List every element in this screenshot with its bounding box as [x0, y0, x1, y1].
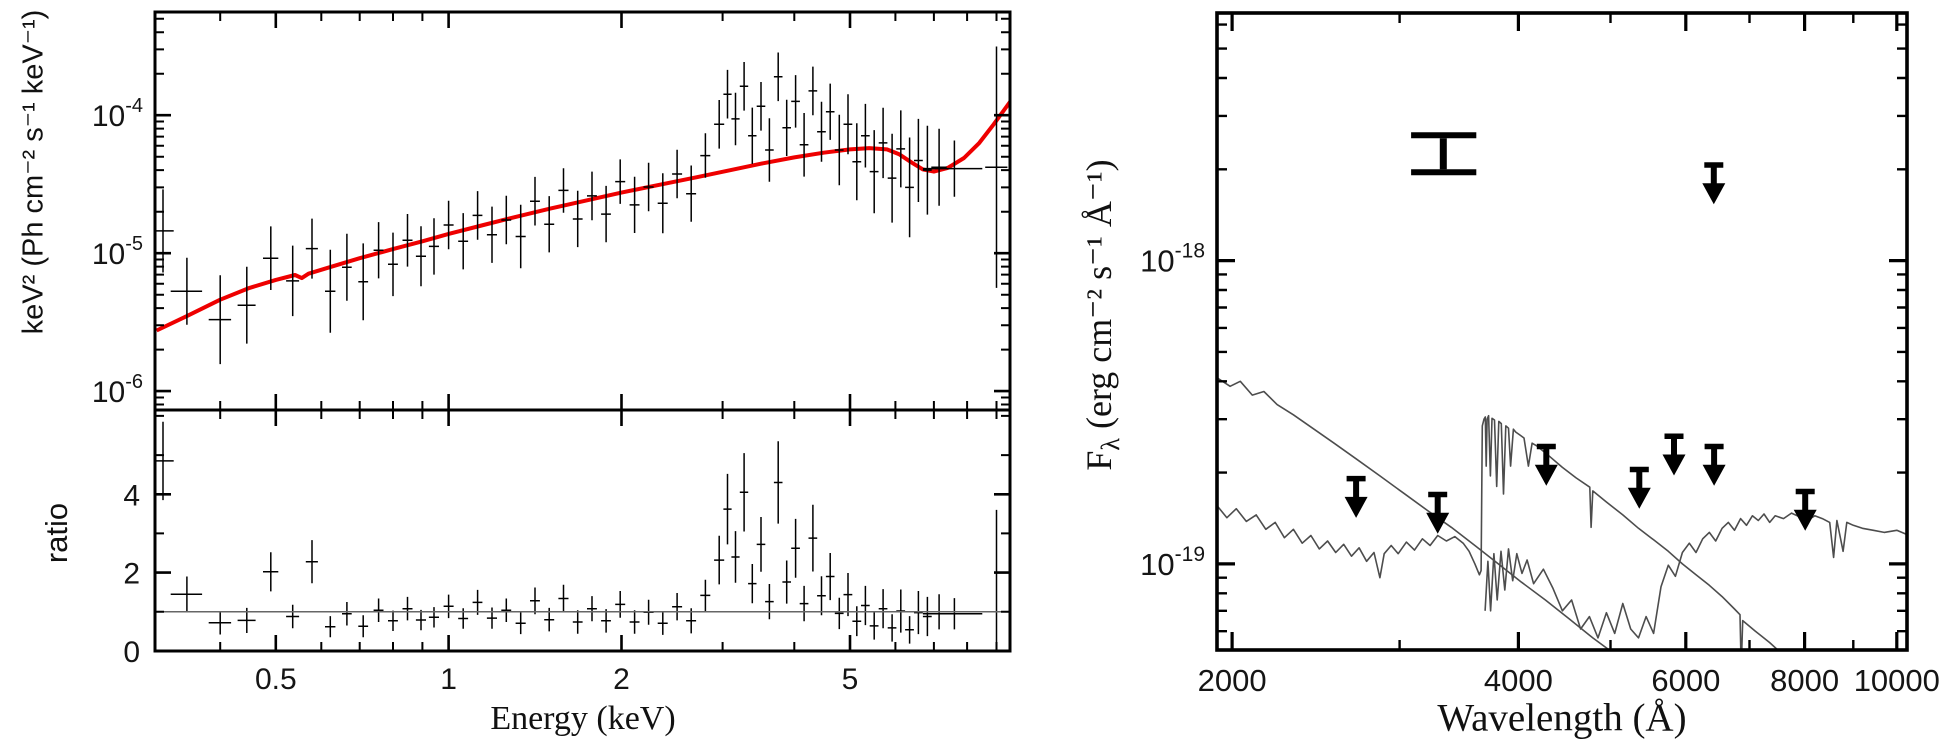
svg-text:4: 4 [123, 479, 140, 512]
svg-text:10-4: 10-4 [92, 95, 143, 133]
svg-text:4000: 4000 [1484, 663, 1553, 698]
ratio-y-axis-title: ratio [39, 502, 74, 564]
left-y-axis-title: keV² (Ph cm⁻² s⁻¹ keV⁻¹) [17, 9, 50, 335]
svg-text:5: 5 [842, 663, 859, 696]
svg-text:10000: 10000 [1854, 663, 1940, 698]
svg-text:10-6: 10-6 [92, 371, 143, 409]
right-y-axis-title: Fλ (erg cm⁻² s⁻¹ Å⁻¹) [1078, 159, 1126, 470]
svg-text:0.5: 0.5 [255, 663, 297, 696]
svg-text:2000: 2000 [1198, 663, 1267, 698]
svg-text:2: 2 [613, 663, 630, 696]
svg-text:6000: 6000 [1651, 663, 1720, 698]
flux-lambda-subscript: λ [1096, 438, 1125, 451]
svg-text:10-5: 10-5 [92, 233, 143, 271]
left-x-axis-title: Energy (keV) [490, 700, 676, 737]
svg-text:2: 2 [123, 558, 140, 591]
svg-text:0: 0 [123, 636, 140, 669]
svg-text:10-18: 10-18 [1140, 240, 1205, 279]
flux-units: (erg cm⁻² s⁻¹ Å⁻¹) [1079, 159, 1119, 439]
right-x-axis-title: Wavelength (Å) [1437, 696, 1687, 740]
flux-symbol: F [1079, 450, 1119, 471]
svg-text:10-19: 10-19 [1140, 543, 1205, 582]
svg-text:8000: 8000 [1770, 663, 1839, 698]
svg-text:1: 1 [440, 663, 457, 696]
